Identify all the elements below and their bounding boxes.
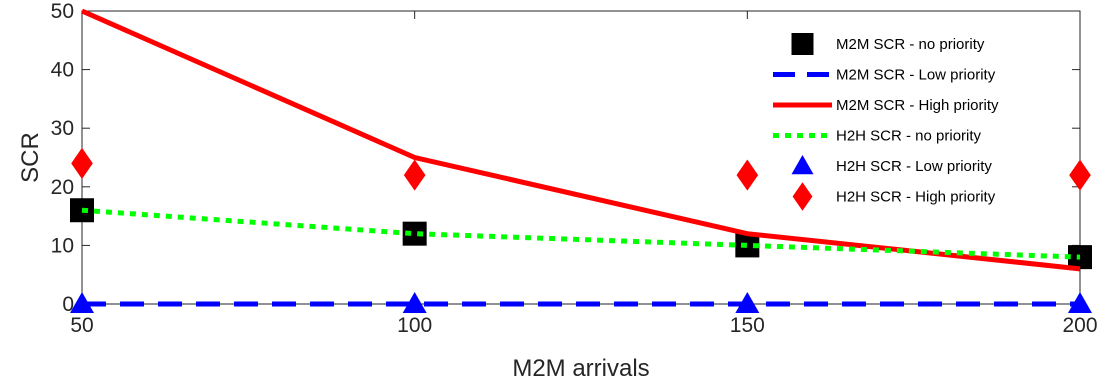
legend-marker <box>791 33 814 55</box>
y-axis-label: SCR <box>17 132 44 183</box>
x-tick-label: 50 <box>70 314 93 337</box>
legend-label: M2M SCR - High priority <box>836 97 999 114</box>
legend-marker <box>792 182 813 211</box>
axes-box <box>81 10 1081 305</box>
series-h2h-scr-high-priority <box>71 147 1091 191</box>
legend-label: M2M SCR - no priority <box>836 36 985 53</box>
series-h2h-scr-low-priority-point <box>402 292 427 313</box>
y-tick-label: 10 <box>51 234 74 257</box>
y-tick-label: 30 <box>51 117 74 140</box>
legend-entry: H2H SCR - Low priority <box>791 155 992 175</box>
series-h2h-scr-no-priority-line <box>81 207 1081 260</box>
y-tick-label: 0 <box>62 293 74 316</box>
y-tick-label: 50 <box>51 0 74 23</box>
legend-label: H2H SCR - no priority <box>836 128 982 145</box>
x-tick-label: 150 <box>730 314 765 337</box>
plot-area: 50 100 150 200 0 10 20 30 40 50 <box>51 0 1098 337</box>
legend-entry: H2H SCR - High priority <box>792 182 996 211</box>
legend-entry: M2M SCR - no priority <box>791 33 985 55</box>
legend-label: M2M SCR - Low priority <box>836 67 996 84</box>
series-h2h-scr-high-priority-point <box>403 159 426 191</box>
x-tick-label: 200 <box>1062 314 1097 337</box>
x-axis-label: M2M arrivals <box>512 355 649 382</box>
legend-entry: H2H SCR - no priority <box>773 128 982 145</box>
series-h2h-scr-no-priority <box>81 207 1081 260</box>
series-h2h-scr-high-priority-point <box>1069 159 1091 191</box>
x-tick-label: 100 <box>397 314 432 337</box>
legend-label: H2H SCR - High priority <box>836 189 996 206</box>
legend-label: H2H SCR - Low priority <box>836 158 992 175</box>
series-h2h-scr-high-priority-point <box>71 147 93 179</box>
legend-entry: M2M SCR - Low priority <box>773 67 996 84</box>
legend: M2M SCR - no priority M2M SCR - Low prior… <box>773 33 999 211</box>
legend-marker <box>791 155 814 175</box>
legend-entry: M2M SCR - High priority <box>773 97 999 114</box>
y-tick-label: 40 <box>51 59 74 82</box>
series-h2h-scr-high-priority-point <box>736 159 759 191</box>
y-tick-label: 20 <box>51 176 74 199</box>
